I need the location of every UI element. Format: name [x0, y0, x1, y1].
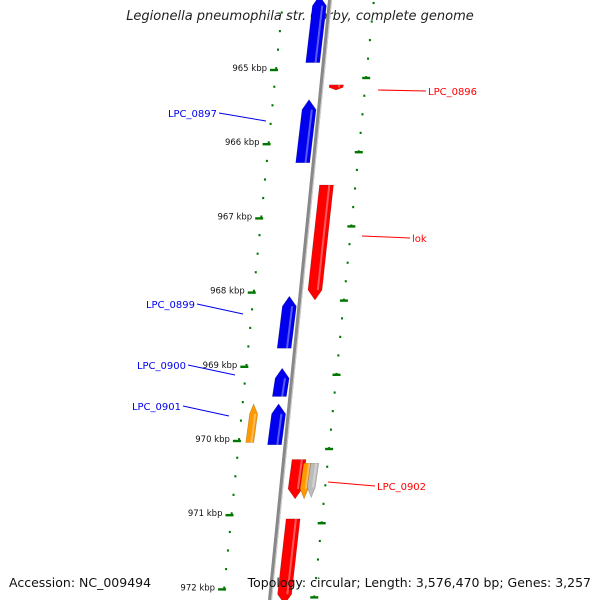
scale-ticks: 965 kbp 966 kbp 967 kbp 968 kbp 969 kbp 970 k…: [180, 1, 375, 599]
label-leader-line: [377, 89, 427, 92]
label-leader-line: [361, 235, 411, 239]
label-leader-line: [218, 112, 267, 122]
backbone-line: [268, 0, 332, 600]
label-leader-line: [187, 364, 236, 376]
map-title: Legionella pneumophila str. Corby, compl…: [126, 9, 474, 24]
tick-label: 968 kbp: [210, 287, 245, 297]
tick-label: 965 kbp: [232, 64, 267, 74]
feature-grey-outer: [306, 462, 320, 499]
feature-LPC_0899: [276, 295, 297, 349]
feature-LPC_0896: [328, 84, 344, 91]
label-leader-line: [327, 481, 376, 487]
feature-highlight: [286, 518, 297, 595]
tick-label: 972 kbp: [180, 583, 215, 593]
genome-summary-text: Topology: circular; Length: 3,576,470 bp…: [247, 575, 591, 590]
gene-label: lok: [412, 234, 427, 245]
feature-gene-top-forward: [305, 0, 327, 63]
gene-label: LPC_0902: [377, 482, 426, 493]
feature-gene-bottom-reverse: [277, 518, 301, 600]
gene-label: LPC_0900: [137, 361, 186, 372]
feature-highlight: [250, 413, 257, 443]
feature-highlight: [314, 5, 324, 63]
backbone: [268, 0, 332, 600]
gene-label: LPC_0901: [132, 402, 181, 413]
feature-highlight: [316, 184, 331, 291]
feature-lok: [307, 184, 334, 301]
feature-orange-outer: [299, 462, 313, 500]
accession-text: Accession: NC_009494: [9, 575, 152, 590]
feature-highlight: [304, 109, 313, 163]
feature-highlight: [337, 84, 341, 88]
gene-label: LPC_0897: [168, 109, 217, 120]
label-leader-line: [182, 405, 230, 417]
feature-highlight: [281, 378, 286, 397]
tick-label: 966 kbp: [225, 138, 260, 148]
feature-LPC_0900: [272, 367, 290, 397]
tick-label: 967 kbp: [218, 212, 253, 222]
feature-LPC_0897: [295, 99, 317, 164]
feature-highlight: [311, 463, 318, 488]
feature-highlight: [285, 306, 294, 349]
feature-orange-inner: [245, 403, 258, 443]
feature-highlight: [304, 463, 311, 490]
gene-label: LPC_0899: [146, 300, 195, 311]
features: [245, 0, 344, 600]
gene-label: LPC_0896: [428, 87, 477, 98]
tick-label: 969 kbp: [203, 361, 238, 371]
label-leader-line: [196, 303, 244, 315]
feature-LPC_0901: [267, 403, 286, 446]
tick-label: 970 kbp: [195, 435, 230, 445]
feature-highlight: [296, 459, 303, 490]
tick-label: 971 kbp: [188, 509, 223, 519]
backbone-highlight: [271, 0, 332, 600]
feature-highlight: [276, 413, 283, 445]
